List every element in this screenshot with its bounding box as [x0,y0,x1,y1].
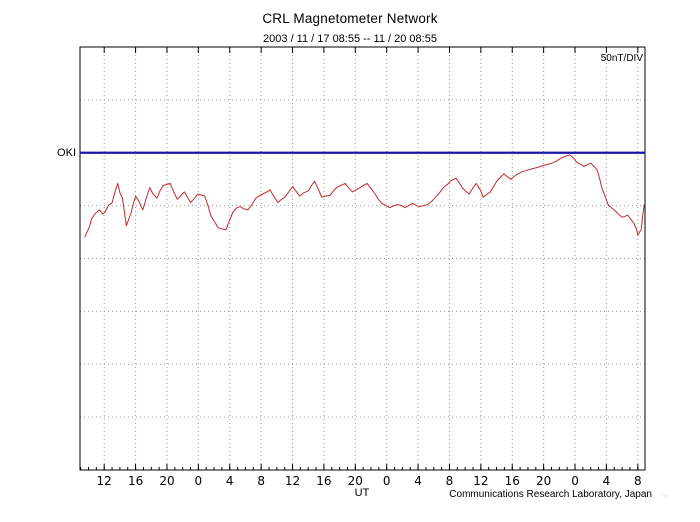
chart-title: CRL Magnetometer Network [262,11,438,26]
x-tick-label: 16 [128,474,143,488]
x-tick-label: 20 [348,474,363,488]
fine-print: · , [661,492,666,498]
x-tick-label: 0 [571,474,579,488]
x-tick-label: 16 [505,474,520,488]
x-tick-label: 0 [195,474,203,488]
series-oki [84,154,645,238]
x-tick-label: 16 [316,474,331,488]
x-tick-label: 8 [257,474,265,488]
scale-label: 50nT/DIV [600,53,643,64]
x-tick-label: 0 [383,474,391,488]
x-tick-label: 4 [226,474,234,488]
x-tick-label: 20 [159,474,174,488]
credit-text: Communications Research Laboratory, Japa… [449,489,652,500]
x-axis-label: UT [354,487,370,499]
x-tick-label: 8 [446,474,454,488]
x-tick-label: 12 [473,474,488,488]
x-tick-label: 12 [285,474,300,488]
x-tick-label: 20 [536,474,551,488]
x-tick-label: 4 [603,474,611,488]
plot-frame [79,46,646,471]
x-tick-label: 8 [634,474,642,488]
x-tick-label: 4 [414,474,422,488]
station-label-oki: OKI [57,147,76,159]
x-tick-label: 12 [97,474,112,488]
chart-subtitle: 2003 / 11 / 17 08:55 -- 11 / 20 08:55 [263,33,437,45]
